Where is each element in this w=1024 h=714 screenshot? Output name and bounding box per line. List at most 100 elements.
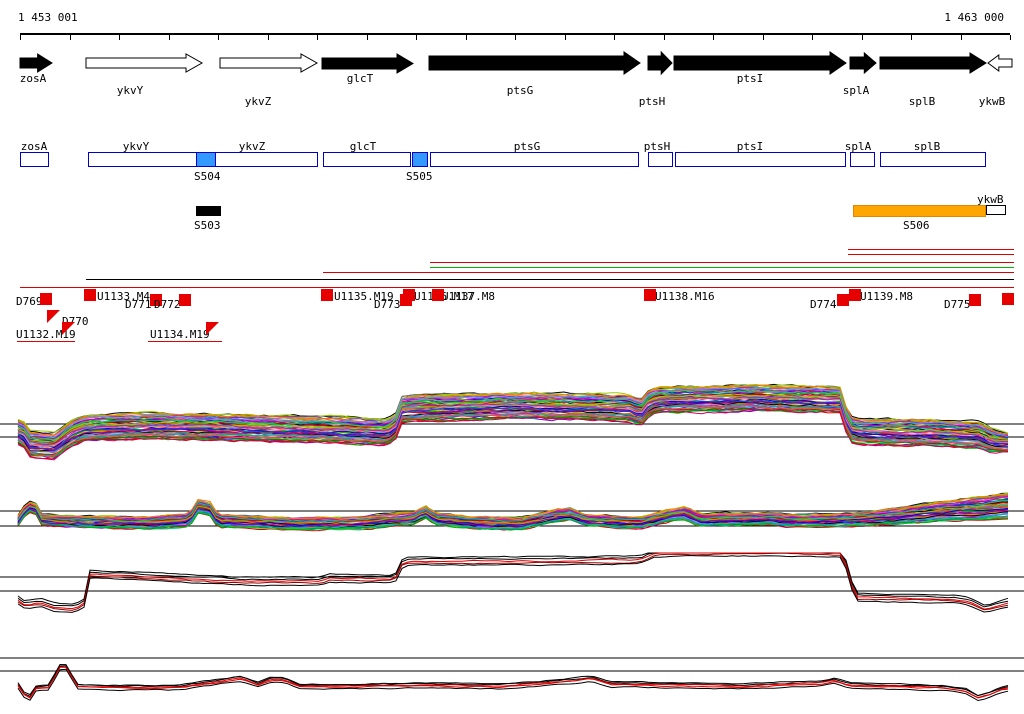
gene-label-ykwB: ykwB [978, 95, 1006, 108]
gene-box-label-glcT: glcT [349, 140, 377, 153]
segment-label-ykwB: ykwB [977, 193, 1004, 206]
breakpoint-label-U1139.M8: U1139.M8 [860, 290, 913, 303]
gene-box-zosA[interactable] [20, 152, 49, 167]
breakpoint-label-D774: D774 [810, 298, 837, 311]
gene-box-ptsI[interactable] [675, 152, 846, 167]
gene-arrow-splB[interactable] [879, 52, 988, 75]
gene-box-label-ykvY: ykvY [122, 140, 150, 153]
ruler-tick [20, 35, 21, 40]
ruler-tick [1010, 35, 1011, 40]
breakpoint-flag-D769[interactable] [40, 293, 52, 305]
breakpoint-label-U1134.M19: U1134.M19 [150, 328, 210, 341]
ruler-tick [218, 35, 219, 40]
breakpoint-label-U1133.M4: U1133.M4 [97, 290, 150, 303]
gene-box-ptsG[interactable] [430, 152, 639, 167]
gene-box-label-splA: splA [844, 140, 872, 153]
ruler-tick [69, 35, 71, 40]
gene-arrow-ptsH[interactable] [647, 50, 674, 76]
gene-label-ptsG: ptsG [506, 84, 534, 97]
breakpoint-flag[interactable] [1002, 293, 1014, 305]
ruler-tick [812, 35, 813, 40]
traces [17, 383, 1009, 461]
expression-panel-4 [0, 657, 1024, 702]
breakpoint-label-U1135.M19: U1135.M19 [334, 290, 394, 303]
gene-box-splB[interactable] [880, 152, 986, 167]
breakpoint-flag-U1135.M19[interactable] [321, 289, 333, 301]
gene-label-ptsH: ptsH [638, 95, 666, 108]
segment-label-S506: S506 [903, 219, 930, 232]
transcript-line [20, 287, 1014, 288]
segment-S506[interactable] [853, 205, 986, 217]
breakpoint-label-D771: D771 [125, 298, 152, 311]
breakpoint-flag-D774[interactable] [837, 294, 849, 306]
segment-label-S504: S504 [194, 170, 221, 183]
transcript-line [430, 267, 1014, 268]
traces [17, 663, 1009, 702]
ruler-tick [762, 35, 764, 40]
breakpoint-flag-U1138.M16[interactable] [644, 289, 656, 301]
breakpoint-label-D775: D775 [944, 298, 971, 311]
breakpoint-flag-U1136.M17[interactable] [403, 289, 415, 301]
gene-arrow-ptsG[interactable] [428, 51, 642, 76]
expression-panel-3 [0, 552, 1024, 613]
gene-arrow-glcT[interactable] [321, 52, 415, 75]
gene-box-ykvY[interactable] [88, 152, 201, 167]
breakpoint-flag-D770[interactable] [47, 310, 60, 323]
breakpoint-flag-D771[interactable] [150, 294, 162, 306]
gene-box-ykvZ[interactable] [201, 152, 318, 167]
segment-S504[interactable] [196, 152, 216, 167]
breakpoint-label-D769: D769 [16, 295, 43, 308]
ruler-tick [366, 35, 368, 40]
gene-arrow-ykvZ[interactable] [219, 53, 319, 74]
ruler-tick [515, 35, 516, 40]
expression-panel-2 [0, 492, 1024, 532]
segment-S505[interactable] [412, 152, 428, 167]
breakpoint-flag-U1139.M8[interactable] [849, 289, 861, 301]
gene-box-label-ptsI: ptsI [736, 140, 764, 153]
traces [17, 492, 1009, 532]
breakpoint-flag-U1133.M4[interactable] [84, 289, 96, 301]
breakpoint-extent-line [148, 341, 222, 342]
breakpoint-flag-D775[interactable] [969, 294, 981, 306]
segment-ykwB[interactable] [986, 205, 1006, 215]
gene-arrow-ptsI[interactable] [673, 51, 848, 76]
ruler-tick [317, 35, 318, 40]
ruler-tick [465, 35, 467, 40]
ruler-tick [861, 35, 863, 40]
gene-arrow-splA[interactable] [849, 51, 878, 75]
gene-arrow-ykvY[interactable] [85, 53, 204, 74]
ruler-tick [267, 35, 269, 40]
breakpoint-flag-U1132.M19[interactable] [62, 322, 75, 335]
breakpoint-label-U1137.M8: U1137.M8 [442, 290, 495, 303]
gene-box-glcT[interactable] [323, 152, 411, 167]
gene-box-label-ykvZ: ykvZ [238, 140, 266, 153]
ruler-tick [911, 35, 912, 40]
breakpoint-label-D772: D772 [154, 298, 181, 311]
ruler-start-label: 1 453 001 [18, 11, 78, 24]
gene-box-label-zosA: zosA [20, 140, 48, 153]
ruler-tick [168, 35, 170, 40]
gene-box-label-ptsG: ptsG [513, 140, 541, 153]
segment-label-S503: S503 [194, 219, 221, 232]
expression-panel-1 [0, 383, 1024, 461]
gene-label-ptsI: ptsI [736, 72, 764, 85]
segment-S503[interactable] [196, 206, 221, 216]
breakpoint-label-D770: D770 [62, 315, 89, 328]
gene-box-label-ptsH: ptsH [643, 140, 671, 153]
breakpoint-flag-U1134.M19[interactable] [206, 322, 219, 335]
ruler-tick [416, 35, 417, 40]
gene-label-splB: splB [908, 95, 936, 108]
gene-arrow-zosA[interactable] [19, 53, 54, 74]
breakpoint-label-U1138.M16: U1138.M16 [655, 290, 715, 303]
gene-box-splA[interactable] [850, 152, 875, 167]
ruler-tick [663, 35, 665, 40]
breakpoint-extent-line [17, 341, 75, 342]
gene-label-zosA: zosA [19, 72, 47, 85]
gene-box-ptsH[interactable] [648, 152, 673, 167]
breakpoint-flag-D772[interactable] [179, 294, 191, 306]
breakpoint-flag-U1137.M8[interactable] [432, 289, 444, 301]
transcript-line [86, 279, 1014, 280]
breakpoint-label-D773: D773 [374, 298, 401, 311]
gene-arrow-ykwB[interactable] [987, 54, 1014, 73]
